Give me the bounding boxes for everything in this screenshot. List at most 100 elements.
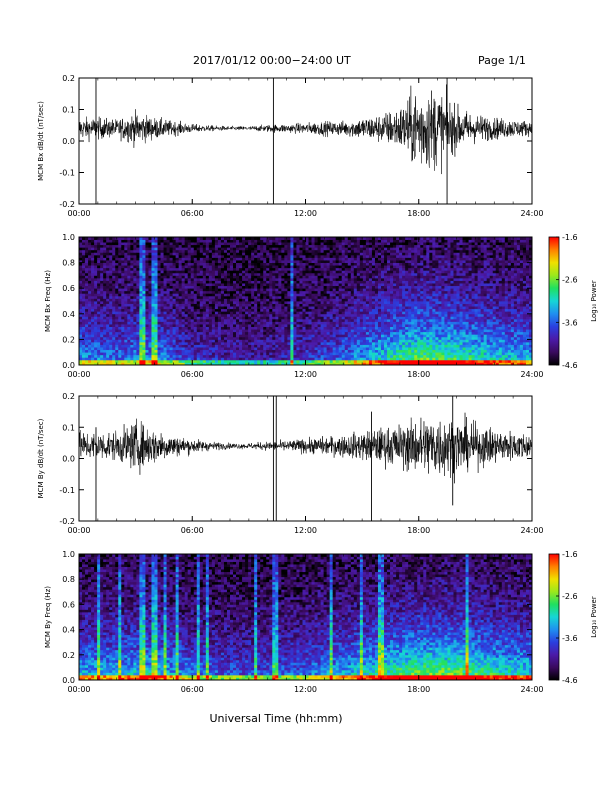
- spectrogram-cell: [245, 313, 249, 317]
- spectrogram-cell: [239, 303, 243, 307]
- spectrogram-cell: [199, 334, 204, 338]
- spectrogram-cell: [314, 341, 318, 345]
- spectrogram-cell: [341, 311, 346, 315]
- spectrogram-cell: [296, 252, 300, 256]
- spectrogram-cell: [166, 326, 170, 330]
- spectrogram-cell: [160, 267, 164, 271]
- spectrogram-cell: [181, 272, 186, 276]
- spectrogram-cell: [314, 334, 318, 338]
- spectrogram-cell: [248, 262, 252, 266]
- spectrogram-cell: [281, 267, 285, 271]
- spectrogram-cell: [272, 288, 276, 292]
- spectrogram-cell: [202, 321, 207, 325]
- spectrogram-cell: [181, 339, 186, 343]
- spectrogram-cell: [97, 362, 101, 366]
- spectrogram-cell: [287, 354, 291, 358]
- spectrogram-cell: [254, 237, 258, 240]
- spectrogram-cell: [79, 301, 83, 304]
- spectrogram-cell: [214, 295, 219, 299]
- spectrogram-cell: [263, 321, 267, 325]
- spectrogram-cell: [296, 306, 300, 310]
- spectrogram-cell: [311, 247, 315, 251]
- spectrogram-cell: [166, 303, 170, 307]
- spectrogram-cell: [121, 321, 125, 325]
- spectrogram-cell: [181, 344, 186, 348]
- spectrogram-cell: [208, 344, 213, 348]
- spectrogram-cell: [293, 237, 297, 240]
- spectrogram-cell: [109, 357, 113, 361]
- spectrogram-cell: [308, 265, 312, 269]
- spectrogram-cell: [181, 316, 186, 320]
- spectrogram-cell: [184, 242, 189, 246]
- spectrogram-cell: [350, 352, 355, 356]
- spectrogram-cell: [305, 326, 309, 330]
- spectrogram-cell: [296, 334, 300, 338]
- spectrogram-cell: [311, 347, 315, 351]
- spectrogram-cell: [106, 347, 110, 351]
- spectrogram-cell: [320, 308, 325, 312]
- spectrogram-cell: [317, 329, 321, 333]
- spectrogram-cell: [175, 249, 180, 253]
- spectrogram-cell: [326, 260, 331, 263]
- spectrogram-cell: [106, 293, 110, 297]
- spectrogram-cell: [172, 280, 177, 284]
- spectrogram-cell: [127, 277, 131, 281]
- spectrogram-cell: [356, 249, 361, 253]
- spectrogram-cell: [296, 244, 300, 248]
- spectrogram-cell: [260, 242, 264, 246]
- spectrogram-cell: [142, 347, 146, 351]
- spectrogram-cell: [145, 242, 149, 246]
- spectrogram-cell: [190, 329, 195, 333]
- spectrogram-cell: [220, 262, 225, 266]
- spectrogram-cell: [248, 275, 252, 279]
- spectrogram-cell: [130, 262, 134, 266]
- spectrogram-cell: [359, 326, 364, 330]
- spectrogram-cell: [103, 272, 107, 276]
- spectrogram-cell: [133, 280, 137, 284]
- spectrogram-cell: [314, 272, 318, 276]
- spectrogram-cell: [127, 252, 131, 256]
- spectrogram-cell: [166, 267, 170, 271]
- spectrogram-cell: [202, 331, 207, 335]
- spectrogram-cell: [208, 311, 213, 315]
- spectrogram-cell: [136, 290, 140, 294]
- spectrogram-cell: [365, 293, 370, 297]
- spectrogram-cell: [344, 349, 349, 353]
- spectrogram-cell: [239, 321, 243, 325]
- spectrogram-cell: [166, 293, 170, 297]
- spectrogram-cell: [154, 270, 158, 274]
- spectrogram-cell: [290, 288, 294, 292]
- spectrogram-cell: [133, 347, 137, 351]
- spectrogram-cell: [245, 316, 249, 320]
- spectrogram-cell: [151, 347, 155, 351]
- spectrogram-cell: [187, 321, 192, 325]
- spectrogram-cell: [329, 331, 334, 335]
- spectrogram-cell: [269, 339, 273, 343]
- spectrogram-cell: [112, 308, 116, 312]
- spectrogram-cell: [94, 313, 98, 317]
- spectrogram-cell: [308, 347, 312, 351]
- spectrogram-cell: [278, 239, 282, 243]
- spectrogram-cell: [109, 262, 113, 266]
- spectrogram-cell: [362, 272, 367, 276]
- spectrogram-cell: [127, 272, 131, 276]
- spectrogram-cell: [196, 321, 201, 325]
- spectrogram-cell: [335, 295, 340, 299]
- spectrogram-cell: [184, 349, 189, 353]
- spectrogram-cell: [103, 288, 107, 292]
- spectrogram-cell: [263, 326, 267, 330]
- spectrogram-cell: [329, 267, 334, 271]
- spectrogram-cell: [311, 295, 315, 299]
- spectrogram-cell: [284, 288, 288, 292]
- spectrogram-cell: [275, 277, 279, 281]
- spectrogram-cell: [248, 308, 252, 312]
- spectrogram-cell: [79, 318, 83, 322]
- spectrogram-cell: [302, 298, 306, 302]
- spectrogram-cell: [148, 324, 152, 327]
- spectrogram-cell: [341, 344, 346, 348]
- spectrogram-cell: [103, 316, 107, 320]
- spectrogram-cell: [190, 324, 195, 327]
- spectrogram-cell: [124, 260, 128, 263]
- spectrogram-cell: [263, 301, 267, 304]
- spectrogram-cell: [371, 341, 376, 345]
